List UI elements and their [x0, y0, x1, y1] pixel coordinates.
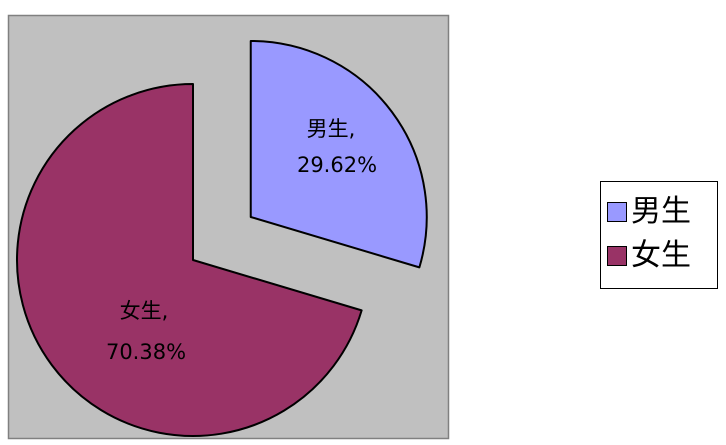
slice-male [249, 39, 428, 269]
legend-swatch-male [607, 202, 627, 222]
slice-label-value-male: 29.62% [297, 153, 377, 177]
legend: 男生 女生 [600, 181, 718, 289]
slice-labels: 男生, 29.62% 女生, 70.38% [106, 117, 377, 364]
legend-item-male: 男生 [607, 190, 717, 234]
legend-label-male: 男生 [631, 194, 691, 229]
slice-label-name-male: 男生, [307, 117, 356, 141]
slice-female [16, 83, 363, 437]
slice-label-name-female: 女生, [120, 299, 169, 323]
legend-item-female: 女生 [607, 234, 717, 278]
pie-slices [16, 39, 428, 437]
legend-swatch-female [607, 246, 627, 266]
slice-label-value-female: 70.38% [106, 340, 186, 364]
legend-label-female: 女生 [631, 238, 691, 273]
